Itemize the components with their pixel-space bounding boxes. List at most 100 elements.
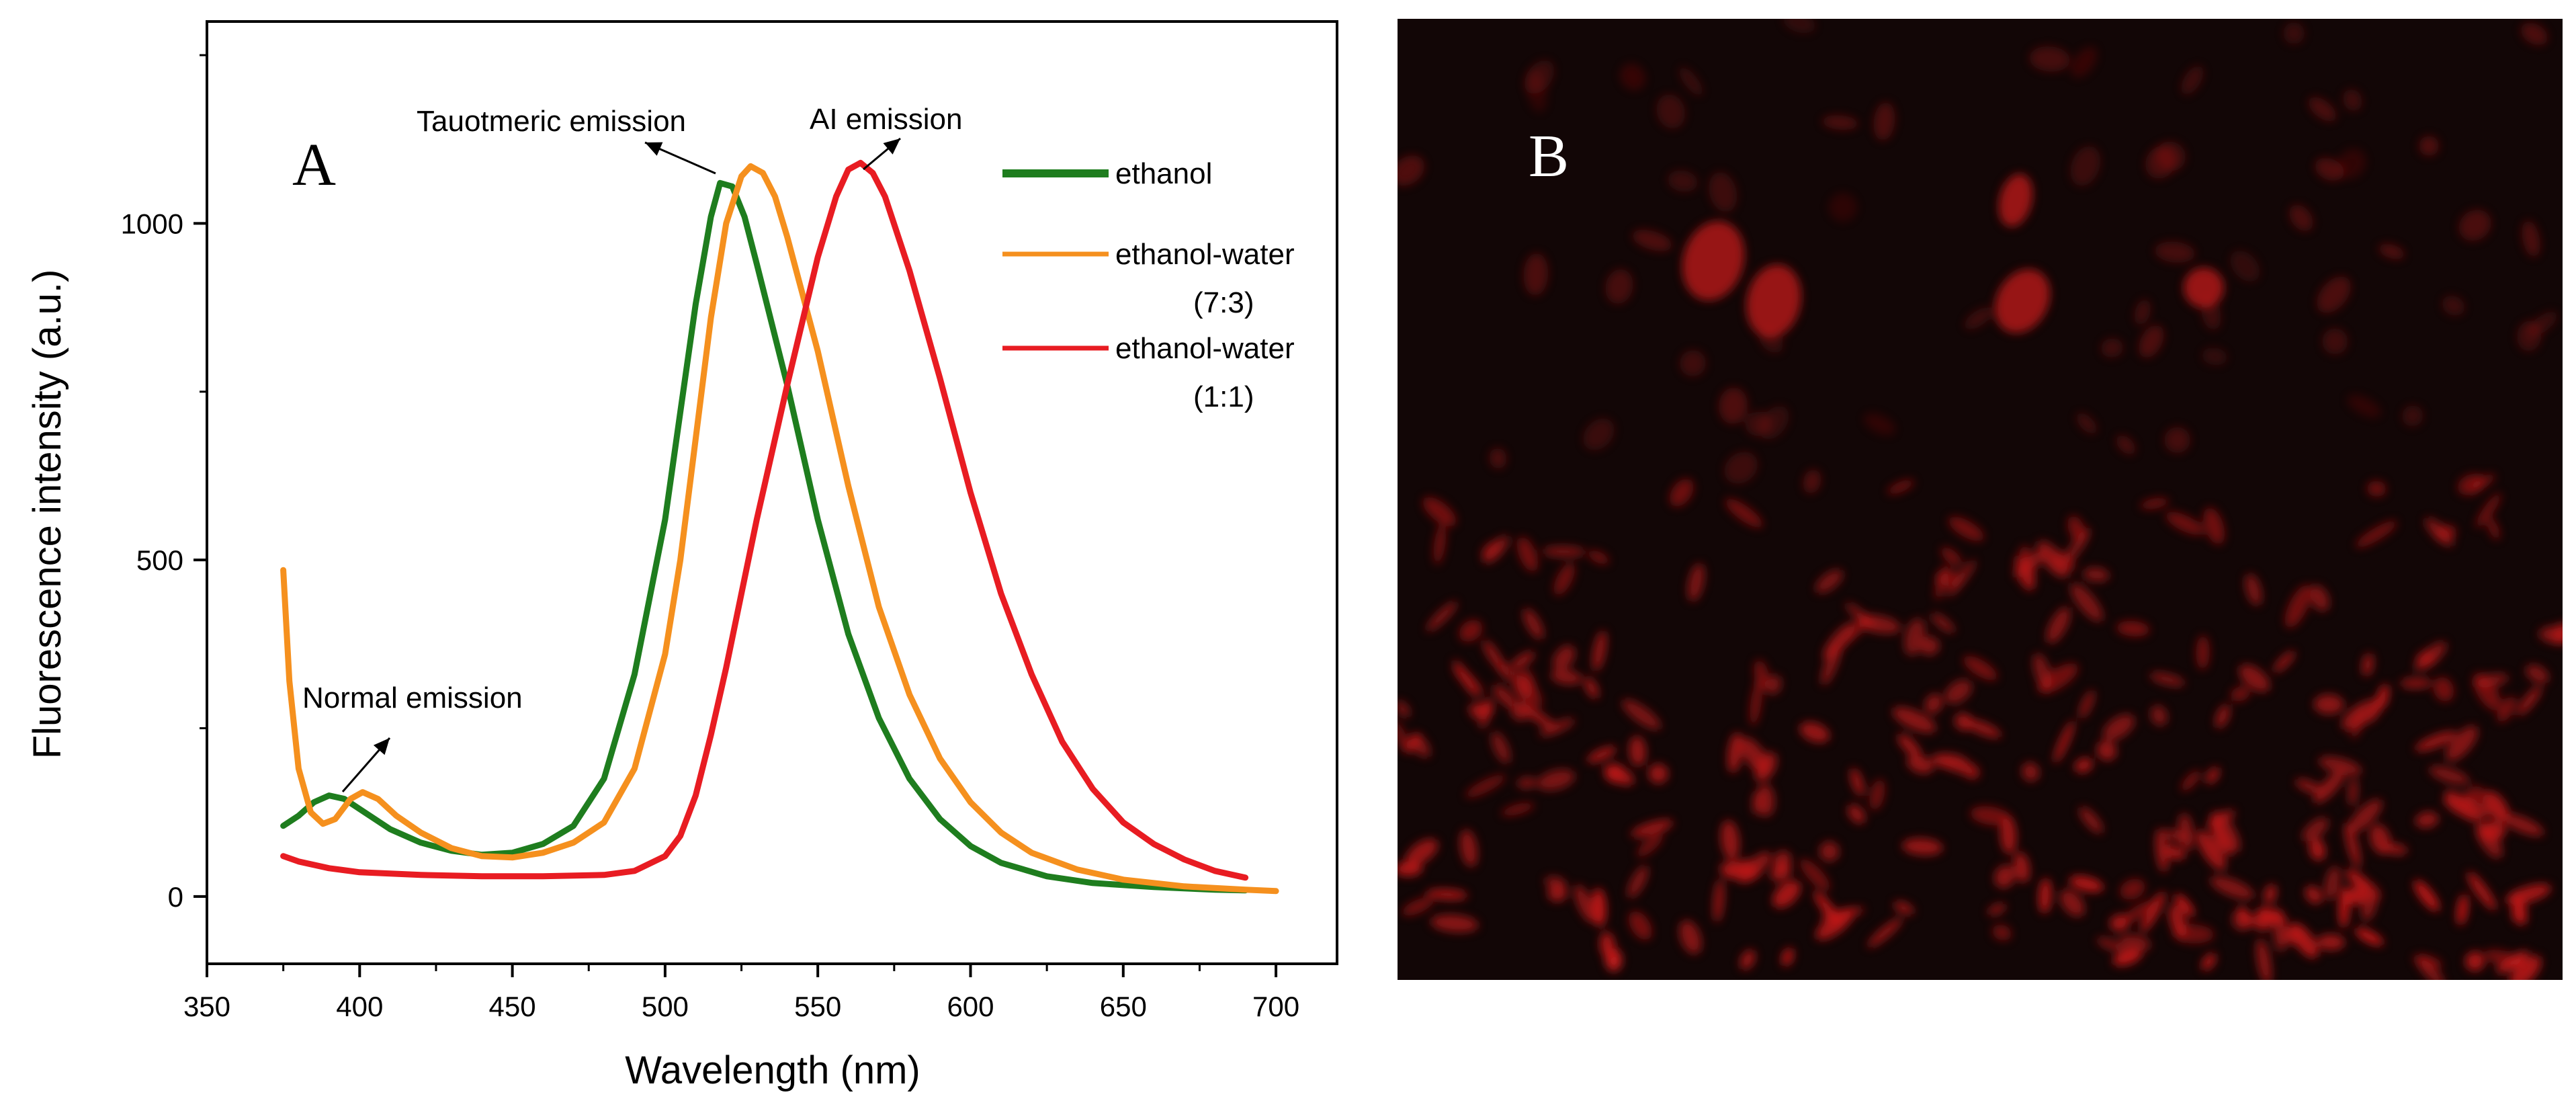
fluorescent-particle (1739, 852, 1771, 883)
fluorescent-particle (1586, 746, 1617, 764)
fluorescent-particle (2484, 949, 2524, 968)
fluorescent-particle (1482, 640, 1504, 670)
fluorescent-particle (2155, 828, 2169, 872)
fluorescent-particle (2059, 889, 2085, 917)
annotation-arrowhead (883, 138, 900, 155)
fluorescent-particle (1815, 909, 1854, 940)
fluorescent-particle (2467, 872, 2497, 911)
fluorescent-particle (2425, 518, 2454, 547)
fluorescent-particle (2378, 243, 2405, 259)
fluorescent-particle (2465, 951, 2485, 971)
fluorescent-particle (1622, 699, 1661, 730)
fluorescent-particle (2284, 585, 2312, 628)
y-axis-label: Fluorescence intensity (a.u.) (26, 270, 69, 759)
fluorescent-particle (2140, 891, 2165, 933)
fluorescent-particle (1539, 718, 1576, 737)
fluorescent-particle (1994, 865, 2016, 889)
fluorescent-particle (1669, 479, 1694, 507)
fluorescent-particle (2343, 89, 2362, 112)
fluorescence-particles (1398, 19, 2563, 980)
fluorescent-particle (2140, 497, 2170, 509)
fluorescent-particle (1542, 546, 1586, 558)
fluorescent-particle (1719, 387, 1748, 424)
panel-label-a: A (292, 132, 336, 198)
fluorescent-particle (2419, 136, 2439, 156)
fluorescent-particle (1398, 700, 1410, 718)
fluorescent-particle (1725, 498, 1763, 528)
fluorescent-particle (2018, 545, 2036, 589)
fluorescent-particle (2322, 328, 2348, 355)
fluorescent-particle (2361, 889, 2378, 921)
fluorescent-particle (2344, 888, 2366, 905)
fluorescent-particle (2446, 726, 2478, 761)
fluorescent-particle (2046, 607, 2071, 644)
fluorescent-particle (2344, 823, 2361, 868)
fluorescent-particle (1511, 701, 1531, 721)
fluorescent-particle (2497, 696, 2516, 723)
fluorescent-particle (1752, 790, 1763, 815)
fluorescent-particle (2429, 766, 2470, 785)
fluorescent-particle (2069, 876, 2104, 893)
fluorescent-particle (2196, 635, 2210, 670)
legend-label: ethanol-water (1115, 332, 1295, 365)
fluorescent-particle (1994, 269, 2051, 333)
fluorescent-particle (1863, 413, 1896, 436)
fluorescent-particle (1553, 563, 1575, 595)
fluorescent-particle (2116, 620, 2150, 636)
fluorescent-particle (2526, 664, 2549, 684)
fluorescent-particle (2096, 937, 2126, 952)
fluorescent-particle (2178, 813, 2194, 852)
series-line-0 (280, 179, 1249, 894)
annotation-text: Normal emission (302, 682, 523, 714)
fluorescent-particle (2134, 299, 2151, 325)
fluorescent-particle (2528, 311, 2558, 336)
fluorescent-particle (1516, 777, 1537, 789)
fluorescent-particle (2150, 705, 2167, 727)
fluorescent-particle (1481, 540, 1501, 559)
fluorescent-particle (2154, 241, 2196, 263)
fluorescent-particle (2273, 651, 2296, 673)
fluorescent-particle (1588, 550, 1610, 565)
fluorescent-particle (2348, 777, 2358, 807)
x-tick-label: 550 (794, 991, 841, 1022)
fluorescent-particle (1869, 779, 1885, 811)
fluorescent-particle (1459, 829, 1478, 867)
fluorescent-particle (2317, 934, 2345, 950)
fluorescent-particle (2302, 817, 2329, 841)
fluorescent-particle (1759, 405, 1789, 440)
fluorescent-particle (2362, 653, 2374, 677)
fluorescent-particle (2245, 573, 2262, 606)
fluorescent-particle (2324, 866, 2341, 901)
fluorescent-particle (2074, 757, 2093, 773)
fluorescent-particle (2257, 907, 2287, 925)
fluorescent-particle (2445, 790, 2479, 822)
fluorescent-particle (1828, 192, 1858, 222)
legend-label: ethanol (1115, 157, 1212, 190)
fluorescent-particle (2181, 65, 2204, 95)
fluorescent-particle (2501, 813, 2544, 836)
fluorescent-particle (1821, 115, 1858, 130)
fluorescent-particle (1583, 418, 1615, 450)
fluorescent-particle (2205, 767, 2220, 784)
fluorescent-particle (2457, 474, 2485, 495)
fluorescent-particle (2264, 884, 2277, 905)
fluorescent-particle (2149, 672, 2186, 687)
fluorescent-particle (1547, 884, 1568, 902)
fluorescent-particle (1992, 924, 2012, 941)
fluorescent-particle (1815, 569, 1843, 593)
fluorescent-particle (1501, 802, 1535, 816)
fluorescent-particle (1799, 722, 1830, 743)
fluorescent-particle (1637, 833, 1664, 858)
fluorescent-particle (1873, 102, 1895, 140)
fluorescent-particle (2096, 740, 2117, 761)
fluorescent-particle (1629, 911, 1652, 940)
fluorescent-particle (2355, 928, 2384, 946)
fluorescent-particle (2355, 520, 2397, 548)
x-tick-label: 650 (1100, 991, 1147, 1022)
fluorescent-particle (2305, 885, 2323, 904)
fluorescent-particle (2038, 878, 2052, 914)
fluorescent-particle (1766, 675, 1782, 695)
emission-chart: 350 400 450 500 550 600 650 700 0 500 1000 ethanol… (26, 20, 1338, 1092)
fluorescent-particle (2280, 926, 2301, 945)
fluorescent-particle (2368, 686, 2389, 723)
